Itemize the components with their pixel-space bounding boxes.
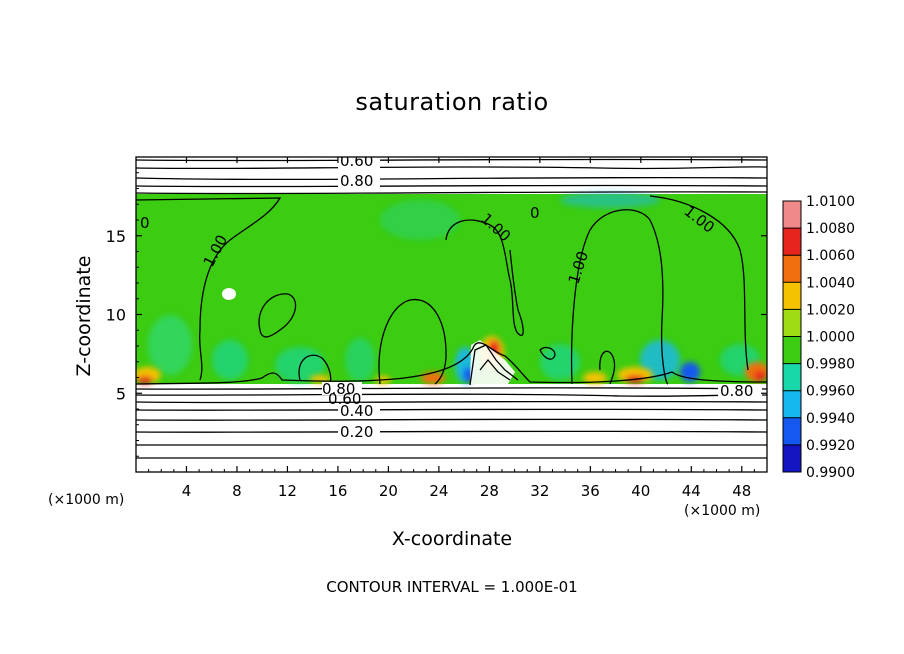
clear-spot [222, 288, 236, 300]
x-axis: 4 8 12 16 20 24 28 32 36 40 44 48 [148, 157, 755, 500]
contour-label: 0.80 [720, 382, 753, 400]
colorbar-label: 1.0080 [806, 221, 855, 237]
y-tick-label: 15 [106, 227, 126, 246]
x-tick-label: 4 [182, 482, 192, 500]
x-tick-label: 16 [328, 482, 347, 500]
clear-region [470, 340, 515, 384]
colorbar-swatch [783, 201, 801, 229]
contour-label: 0.20 [340, 423, 373, 441]
colorbar-label: 1.0100 [806, 194, 855, 210]
y-axis: 5 10 15 [106, 172, 767, 457]
colorbar-swatch [783, 444, 801, 473]
contour-label: 0 [140, 214, 150, 232]
colorbar-label: 1.0000 [806, 330, 855, 346]
contour-lines [136, 158, 767, 459]
colorbar-swatch [783, 417, 801, 446]
contour-label: 0.80 [340, 172, 373, 190]
x-tick-label: 12 [278, 482, 297, 500]
x-tick-label: 32 [530, 482, 549, 500]
colorbar-label: 0.9900 [806, 465, 855, 481]
x-axis-label: X-coordinate [391, 528, 513, 550]
field-shading [148, 192, 760, 383]
colorbar-label: 0.9940 [806, 411, 855, 427]
x-unit-label: (×1000 m) [684, 503, 761, 519]
colorbar-swatch [783, 336, 801, 365]
y-tick-label: 10 [106, 306, 126, 325]
x-tick-label: 48 [732, 482, 751, 500]
x-tick-label: 44 [682, 482, 701, 500]
colorbar-label: 0.9920 [806, 438, 855, 454]
y-unit-label: (×1000 m) [48, 492, 125, 508]
colorbar-swatch [783, 309, 801, 337]
colorbar-label: 0.9960 [806, 384, 855, 400]
contour-label: 0.80 [322, 380, 355, 398]
x-tick-label: 40 [631, 482, 650, 500]
x-tick-label: 8 [232, 482, 242, 500]
x-tick-label: 36 [581, 482, 600, 500]
contour-label: 0 [530, 204, 540, 222]
colorbar-swatch [783, 390, 801, 419]
colorbar-label: 1.0020 [806, 302, 855, 318]
x-tick-label: 20 [379, 482, 398, 500]
colorbar-swatch [783, 255, 801, 283]
contour-interval-note: CONTOUR INTERVAL = 1.000E-01 [326, 578, 578, 596]
colorbar-label: 1.0060 [806, 248, 855, 264]
colorbar-swatch [783, 228, 801, 256]
colorbar-label: 1.0040 [806, 275, 855, 291]
contour-label: 0.40 [340, 402, 373, 420]
chart-title: saturation ratio [355, 88, 549, 116]
colorbar: 1.0100 1.0080 1.0060 1.0040 1.0020 1.0000 0.99… [782, 194, 855, 481]
contour-label: 0.60 [340, 152, 373, 170]
colorbar-swatch [783, 282, 801, 310]
colorbar-label: 0.9980 [806, 357, 855, 373]
x-tick-label: 28 [480, 482, 499, 500]
contour-label: 0.60 [328, 390, 361, 408]
colorbar-swatch [783, 363, 801, 392]
plot-field: 0.60 0.80 0.80 0.60 0.40 0.20 0.80 1.00 … [136, 152, 767, 459]
x-tick-label: 24 [429, 482, 448, 500]
y-tick-label: 5 [116, 384, 126, 403]
